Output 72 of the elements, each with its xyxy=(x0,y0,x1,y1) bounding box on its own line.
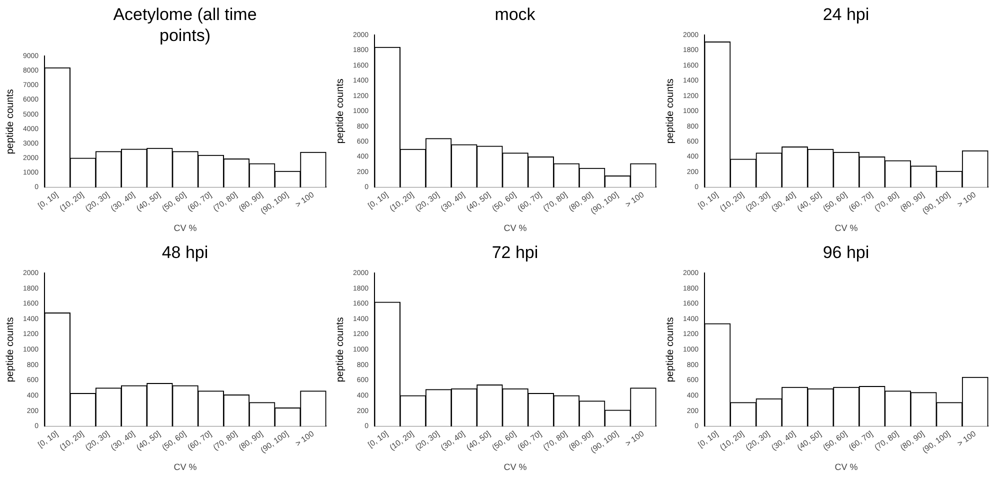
x-tick-label: (30, 40] xyxy=(109,429,137,452)
x-tick-label: (10, 20] xyxy=(58,429,86,452)
x-tick-label: (40, 50] xyxy=(134,190,162,214)
x-tick-label: (20, 30] xyxy=(744,429,772,452)
x-tick-label: > 100 xyxy=(294,428,316,448)
x-tick-label: (70, 80] xyxy=(541,429,569,452)
x-tick-label: (30, 40] xyxy=(770,190,798,214)
chart-title: 72 hpi xyxy=(492,242,538,263)
x-tick-label: > 100 xyxy=(624,428,646,448)
x-tick-label: (40, 50] xyxy=(464,429,492,452)
x-tick-label: (70, 80] xyxy=(872,190,900,214)
x-tick-label: (10, 20] xyxy=(388,190,416,214)
x-axis-title: CV % xyxy=(504,462,527,472)
x-tick-label: (30, 40] xyxy=(439,190,467,214)
x-tick-label: (70, 80] xyxy=(211,429,239,452)
x-axis-title: CV % xyxy=(174,223,197,234)
x-tick-label: (60, 70] xyxy=(516,190,544,214)
x-tick-label: (30, 40] xyxy=(770,429,798,452)
x-tick-label: > 100 xyxy=(294,190,316,210)
x-tick-label: > 100 xyxy=(624,190,646,210)
x-tick-label: (70, 80] xyxy=(872,429,900,452)
x-tick-label: [0, 10] xyxy=(366,429,390,450)
x-tick-label: (50, 60] xyxy=(160,429,188,452)
x-tick-label: (40, 50] xyxy=(464,190,492,214)
x-tick-label: (10, 20] xyxy=(718,429,746,452)
x-tick-label: [0, 10] xyxy=(36,190,60,210)
x-tick-label: (10, 20] xyxy=(388,429,416,452)
chart-title: 48 hpi xyxy=(162,242,208,263)
x-tick-label: (40, 50] xyxy=(796,429,823,452)
x-tick-label: [0, 10] xyxy=(366,190,390,210)
x-tick-label: (60, 70] xyxy=(186,190,214,214)
x-tick-label: > 100 xyxy=(956,428,978,448)
x-axis-title: CV % xyxy=(834,223,858,234)
x-tick-label: (50, 60] xyxy=(821,190,849,214)
x-tick-label: (60, 70] xyxy=(186,429,214,452)
x-axis-title: CV % xyxy=(504,223,527,234)
y-axis-title: peptide counts xyxy=(664,317,676,382)
x-tick-label: (70, 80] xyxy=(211,190,239,214)
x-tick-label: (40, 50] xyxy=(134,429,162,452)
x-tick-label: (20, 30] xyxy=(84,429,111,452)
x-tick-label: (30, 40] xyxy=(439,429,467,452)
x-tick-label: (60, 70] xyxy=(516,429,544,452)
chart-title: mock xyxy=(494,4,536,25)
y-axis-title: peptide counts xyxy=(334,317,346,382)
x-tick-label: (50, 60] xyxy=(821,429,849,452)
x-tick-label: [0, 10] xyxy=(36,429,60,450)
x-tick-label: (70, 80] xyxy=(541,190,569,214)
x-tick-label: (40, 50] xyxy=(796,190,823,214)
x-tick-label: (50, 60] xyxy=(490,429,518,452)
y-axis-title: peptide counts xyxy=(4,317,16,382)
x-tick-label: (30, 40] xyxy=(109,190,137,214)
chart-title: Acetylome (all time points) xyxy=(112,4,258,46)
x-tick-label: (10, 20] xyxy=(718,190,746,214)
y-axis-title: peptide counts xyxy=(334,78,346,144)
x-tick-label: (20, 30] xyxy=(414,190,441,214)
x-tick-label: (50, 60] xyxy=(160,190,188,214)
x-tick-label: (60, 70] xyxy=(847,190,874,214)
x-tick-label: [0, 10] xyxy=(696,429,720,450)
x-axis-title: CV % xyxy=(834,462,858,472)
y-axis-title: peptide counts xyxy=(664,78,676,144)
chart-title: 96 hpi xyxy=(822,242,870,263)
y-axis-title: peptide counts xyxy=(4,89,16,154)
x-tick-label: (20, 30] xyxy=(84,190,111,214)
x-tick-label: [0, 10] xyxy=(696,190,720,210)
x-tick-label: > 100 xyxy=(956,190,978,210)
x-tick-label: (20, 30] xyxy=(414,429,441,452)
chart-title: 24 hpi xyxy=(822,4,870,25)
x-axis-title: CV % xyxy=(174,462,197,472)
x-tick-label: (10, 20] xyxy=(58,190,86,214)
x-tick-label: (60, 70] xyxy=(847,429,874,452)
x-tick-label: (20, 30] xyxy=(744,190,772,214)
x-tick-label: (50, 60] xyxy=(490,190,518,214)
